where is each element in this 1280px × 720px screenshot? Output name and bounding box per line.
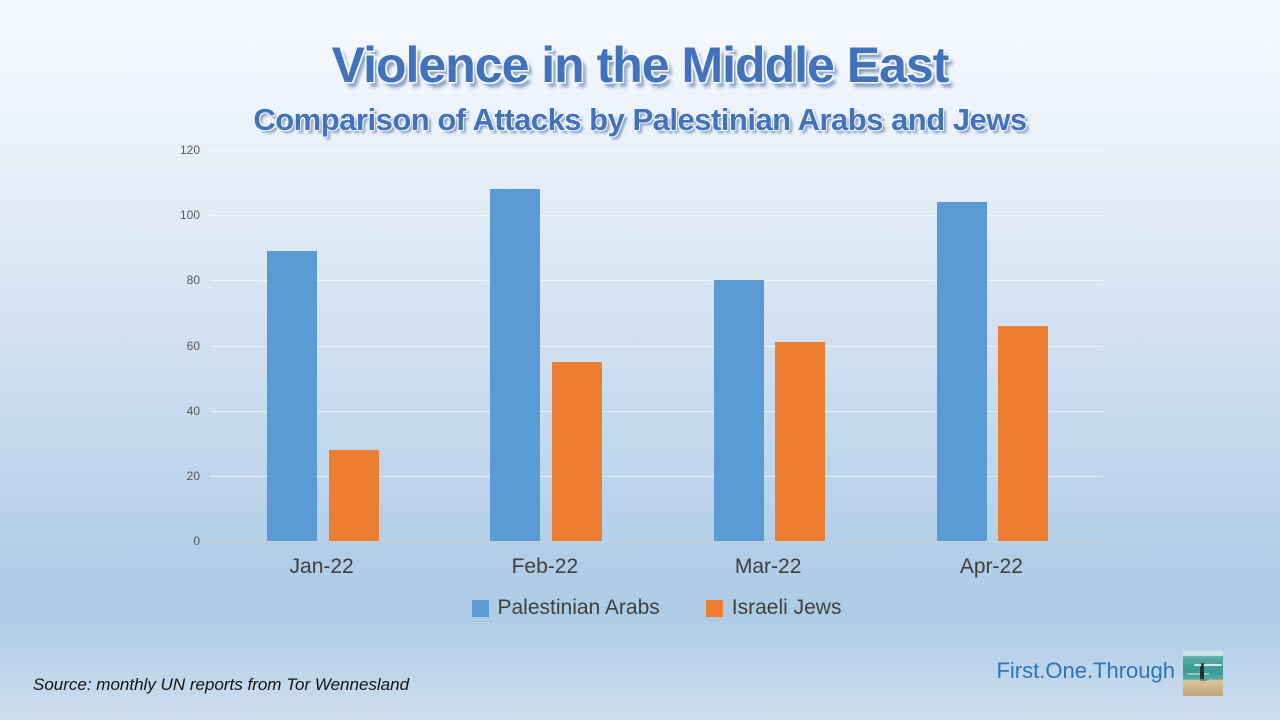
- legend-item-palestinian-arabs: Palestinian Arabs: [471, 596, 660, 620]
- brand-text: First.One.Through: [996, 658, 1175, 683]
- y-axis-tick-label: 80: [186, 273, 200, 288]
- person-silhouette: [1200, 662, 1207, 681]
- bar-apr-22-israeli-jews: [998, 325, 1049, 541]
- bar-feb-22-palestinian-arabs: [490, 189, 541, 541]
- bar-chart: 0 20 40 60 80 100 120 Jan-22 Feb-22 Mar-22 Apr-22 P…: [180, 143, 1103, 619]
- slide-subtitle: Comparison of Attacks by Palestinian Ara…: [253, 102, 1027, 137]
- legend-swatch-icon: [705, 599, 723, 617]
- legend-label: Palestinian Arabs: [497, 596, 660, 619]
- legend-label: Israeli Jews: [731, 596, 842, 619]
- chart-legend: Palestinian Arabs Israeli Jews: [210, 596, 1103, 620]
- bar-mar-22-israeli-jews: [775, 342, 826, 541]
- x-axis-category-label: Mar-22: [734, 555, 802, 578]
- wave-foam-line: [1187, 673, 1209, 675]
- gridline-y-60: [210, 345, 1103, 347]
- y-axis-tick-label: 120: [179, 143, 200, 157]
- wave-foam-line: [1194, 664, 1223, 666]
- x-axis-category-label: Apr-22: [959, 555, 1023, 578]
- slide-header: Violence in the Middle East Comparison o…: [0, 0, 1280, 138]
- legend-swatch-icon: [471, 599, 489, 617]
- y-axis-tick-label: 60: [186, 338, 200, 353]
- legend-item-israeli-jews: Israeli Jews: [705, 596, 842, 620]
- bar-mar-22-palestinian-arabs: [713, 280, 764, 541]
- bar-jan-22-palestinian-arabs: [267, 251, 318, 541]
- brand-beach-photo: [1183, 651, 1223, 696]
- slide-title: Violence in the Middle East: [331, 37, 950, 93]
- y-axis-tick-label: 0: [193, 534, 200, 548]
- bar-apr-22-palestinian-arabs: [936, 202, 987, 541]
- gridline-y-120: [210, 150, 1103, 151]
- y-axis-tick-label: 20: [186, 468, 200, 483]
- x-axis-category-label: Jan-22: [289, 555, 354, 578]
- x-axis-category-label: Feb-22: [511, 555, 579, 578]
- x-axis-line: [202, 540, 1103, 542]
- gridline-y-80: [210, 280, 1103, 282]
- gridline-y-100: [210, 215, 1103, 217]
- y-axis-tick-label: 100: [179, 208, 200, 223]
- gridline-y-20: [210, 475, 1103, 477]
- bar-feb-22-israeli-jews: [551, 361, 602, 541]
- gridline-y-40: [210, 410, 1103, 412]
- source-note: Source: monthly UN reports from Tor Wenn…: [33, 675, 410, 694]
- y-axis-tick-label: 40: [186, 403, 200, 418]
- bar-jan-22-israeli-jews: [328, 449, 379, 541]
